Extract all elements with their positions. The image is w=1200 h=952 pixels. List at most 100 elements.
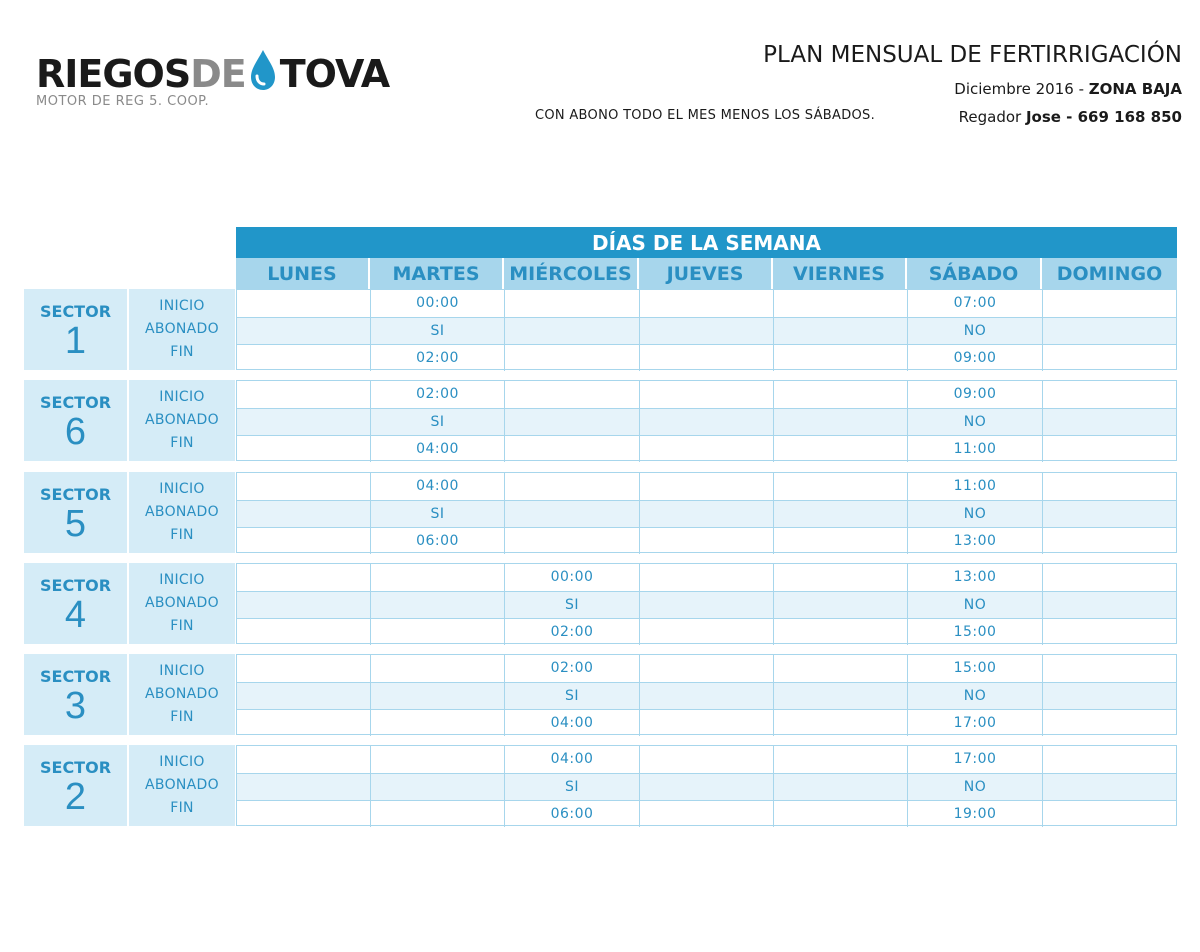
- table-cell: SI: [505, 592, 640, 618]
- schedule-grid: 04:00 17:00 SI NO 06:00 19:00: [236, 745, 1177, 827]
- table-cell: [774, 801, 908, 827]
- table-cell: 02:00: [505, 619, 640, 645]
- table-cell: [640, 409, 774, 435]
- schedule-grid: 02:00 15:00 SI NO 04:00 17:00: [236, 654, 1177, 736]
- table-cell: [774, 473, 908, 500]
- table-cell: 04:00: [371, 436, 505, 462]
- table-cell: [640, 318, 774, 344]
- table-cell: [640, 381, 774, 408]
- table-cell: [1043, 528, 1176, 554]
- sector-word: SECTOR: [39, 758, 112, 777]
- row-label: FIN: [170, 800, 194, 816]
- week-days-banner: DÍAS DE LA SEMANA: [236, 227, 1177, 258]
- table-cell: [1043, 409, 1176, 435]
- sector-word: SECTOR: [39, 393, 112, 412]
- table-cell: [640, 774, 774, 800]
- table-cell: [371, 683, 505, 709]
- table-cell: 13:00: [908, 564, 1043, 591]
- table-row: 06:00 13:00: [237, 527, 1176, 554]
- table-row: 00:00 13:00: [237, 564, 1176, 591]
- table-cell: [237, 564, 371, 591]
- table-cell: SI: [371, 501, 505, 527]
- table-cell: [1043, 774, 1176, 800]
- schedule-grid: 00:00 13:00 SI NO 02:00 15:00: [236, 563, 1177, 645]
- table-cell: [371, 710, 505, 736]
- table-cell: NO: [908, 683, 1043, 709]
- row-label: ABONADO: [145, 321, 219, 337]
- table-cell: 17:00: [908, 746, 1043, 773]
- sector-word: SECTOR: [39, 302, 112, 321]
- row-label: INICIO: [159, 298, 205, 314]
- row-label: ABONADO: [145, 412, 219, 428]
- table-cell: [505, 409, 640, 435]
- table-cell: 15:00: [908, 655, 1043, 682]
- table-cell: [640, 564, 774, 591]
- table-cell: [237, 290, 371, 317]
- table-cell: [774, 436, 908, 462]
- row-label: ABONADO: [145, 777, 219, 793]
- table-cell: 02:00: [505, 655, 640, 682]
- table-cell: 19:00: [908, 801, 1043, 827]
- table-cell: [505, 290, 640, 317]
- table-cell: [237, 318, 371, 344]
- table-cell: [237, 436, 371, 462]
- table-row: SI NO: [237, 682, 1176, 709]
- table-cell: [774, 746, 908, 773]
- table-cell: [640, 528, 774, 554]
- brand-word-de: DE: [190, 52, 247, 96]
- table-cell: [1043, 592, 1176, 618]
- row-label: INICIO: [159, 481, 205, 497]
- table-cell: [640, 501, 774, 527]
- regador-name-phone: Jose - 669 168 850: [1025, 108, 1182, 126]
- table-cell: [505, 318, 640, 344]
- sector-number: 1: [64, 320, 87, 362]
- table-cell: [371, 564, 505, 591]
- sector-label: SECTOR 3: [24, 654, 127, 735]
- table-row: 02:00 09:00: [237, 381, 1176, 408]
- table-cell: [371, 774, 505, 800]
- table-cell: [505, 436, 640, 462]
- row-label: FIN: [170, 527, 194, 543]
- table-cell: NO: [908, 409, 1043, 435]
- table-cell: [1043, 473, 1176, 500]
- table-cell: [237, 746, 371, 773]
- row-label: FIN: [170, 709, 194, 725]
- table-cell: [774, 592, 908, 618]
- row-label: INICIO: [159, 572, 205, 588]
- table-cell: [774, 683, 908, 709]
- table-cell: 13:00: [908, 528, 1043, 554]
- sector-number: 3: [64, 685, 87, 727]
- table-cell: NO: [908, 318, 1043, 344]
- row-label: FIN: [170, 344, 194, 360]
- sector-label: SECTOR 4: [24, 563, 127, 644]
- table-cell: [774, 290, 908, 317]
- row-label: INICIO: [159, 389, 205, 405]
- table-cell: [640, 290, 774, 317]
- table-cell: [640, 592, 774, 618]
- row-labels: INICIO ABONADO FIN: [129, 563, 235, 644]
- table-row: 02:00 09:00: [237, 344, 1176, 371]
- sector-block: SECTOR 1 INICIO ABONADO FIN 00:00 07:00 SI NO 02:…: [24, 289, 1177, 371]
- table-cell: 04:00: [505, 746, 640, 773]
- row-labels: INICIO ABONADO FIN: [129, 654, 235, 735]
- table-cell: [1043, 655, 1176, 682]
- table-cell: [774, 774, 908, 800]
- row-label: ABONADO: [145, 595, 219, 611]
- table-row: 06:00 19:00: [237, 800, 1176, 827]
- day-header: MARTES: [370, 258, 504, 289]
- table-cell: [640, 683, 774, 709]
- table-cell: [237, 655, 371, 682]
- day-header: JUEVES: [639, 258, 773, 289]
- row-label: INICIO: [159, 754, 205, 770]
- table-cell: [640, 710, 774, 736]
- table-cell: [1043, 318, 1176, 344]
- table-cell: 02:00: [371, 345, 505, 371]
- table-cell: [505, 528, 640, 554]
- sector-block: SECTOR 2 INICIO ABONADO FIN 04:00 17:00 SI NO 06:…: [24, 745, 1177, 827]
- table-cell: 00:00: [371, 290, 505, 317]
- table-cell: NO: [908, 592, 1043, 618]
- table-cell: [640, 436, 774, 462]
- day-header: MIÉRCOLES: [504, 258, 639, 289]
- day-header-row: LUNES MARTES MIÉRCOLES JUEVES VIERNES SÁBADO D…: [236, 258, 1177, 289]
- table-cell: [1043, 290, 1176, 317]
